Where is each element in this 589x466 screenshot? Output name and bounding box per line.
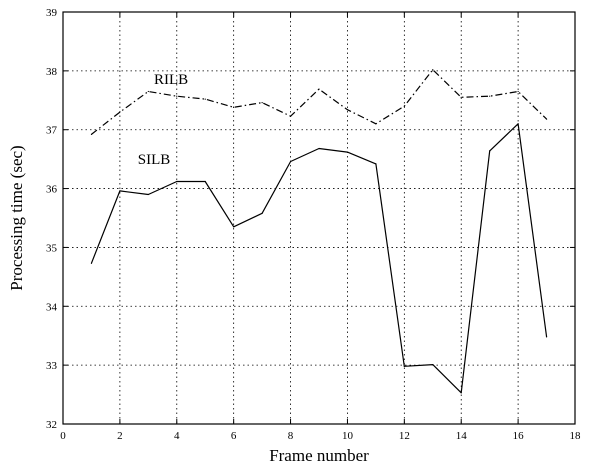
data-point-silb (261, 212, 263, 214)
data-point-rilb (289, 115, 292, 117)
data-point-rilb (460, 96, 462, 98)
x-tick-label: 2 (117, 430, 123, 442)
data-point-silb (460, 392, 462, 394)
series-annotations: RILB SILB (138, 72, 188, 168)
x-tick-label: 10 (342, 430, 354, 442)
series-label-rilb: RILB (154, 72, 188, 88)
data-point-rilb (233, 106, 235, 108)
data-point-silb (489, 150, 491, 152)
data-point-rilb (432, 69, 434, 71)
x-tick-label: 16 (513, 430, 525, 442)
series-lines (90, 69, 548, 394)
y-tick-label: 35 (46, 242, 58, 254)
x-axis-label: Frame number (269, 446, 369, 465)
x-tick-label: 18 (570, 430, 582, 442)
data-point-rilb (204, 98, 206, 100)
x-tick-label: 12 (399, 430, 410, 442)
y-tick-label: 32 (46, 419, 57, 431)
data-point-silb (545, 336, 548, 338)
data-point-silb (289, 160, 292, 163)
axis-ticks: 0 2 4 6 8 10 12 14 16 18 32 33 34 35 36 37 38 39 (46, 7, 581, 442)
data-point-silb (432, 363, 434, 366)
data-point-rilb (489, 95, 491, 97)
data-point-silb (176, 180, 178, 183)
data-point-rilb (147, 90, 149, 93)
data-point-rilb (346, 109, 349, 111)
y-tick-label: 39 (46, 7, 58, 19)
x-tick-label: 0 (60, 430, 66, 442)
grid-lines (63, 12, 575, 424)
data-point-silb (346, 151, 349, 153)
data-point-silb (318, 147, 320, 150)
data-point-silb (204, 180, 206, 183)
x-tick-label: 4 (174, 430, 180, 442)
data-point-rilb (261, 102, 263, 104)
y-tick-label: 36 (46, 184, 58, 196)
x-tick-label: 6 (231, 430, 237, 442)
data-point-silb (90, 262, 93, 264)
x-tick-label: 8 (288, 430, 294, 442)
x-tick-label: 14 (456, 430, 468, 442)
data-point-rilb (176, 95, 178, 97)
data-point-rilb (119, 111, 121, 113)
y-axis-label: Processing time (sec) (7, 145, 26, 290)
y-tick-label: 37 (46, 125, 58, 137)
data-point-silb (517, 123, 519, 125)
data-point-silb (119, 190, 121, 192)
data-point-silb (375, 163, 377, 165)
series-label-silb: SILB (138, 152, 171, 168)
y-tick-label: 33 (46, 360, 58, 372)
data-point-silb (403, 365, 405, 367)
data-point-rilb (318, 88, 320, 90)
data-point-rilb (375, 123, 377, 125)
y-tick-label: 34 (46, 301, 58, 313)
y-tick-label: 38 (46, 66, 58, 78)
data-point-rilb (517, 90, 519, 93)
plot-frame (62, 11, 576, 425)
data-point-rilb (545, 118, 548, 120)
data-point-silb (233, 226, 235, 228)
data-point-silb (147, 193, 149, 196)
data-point-rilb (90, 133, 93, 136)
data-point-rilb (403, 105, 405, 107)
